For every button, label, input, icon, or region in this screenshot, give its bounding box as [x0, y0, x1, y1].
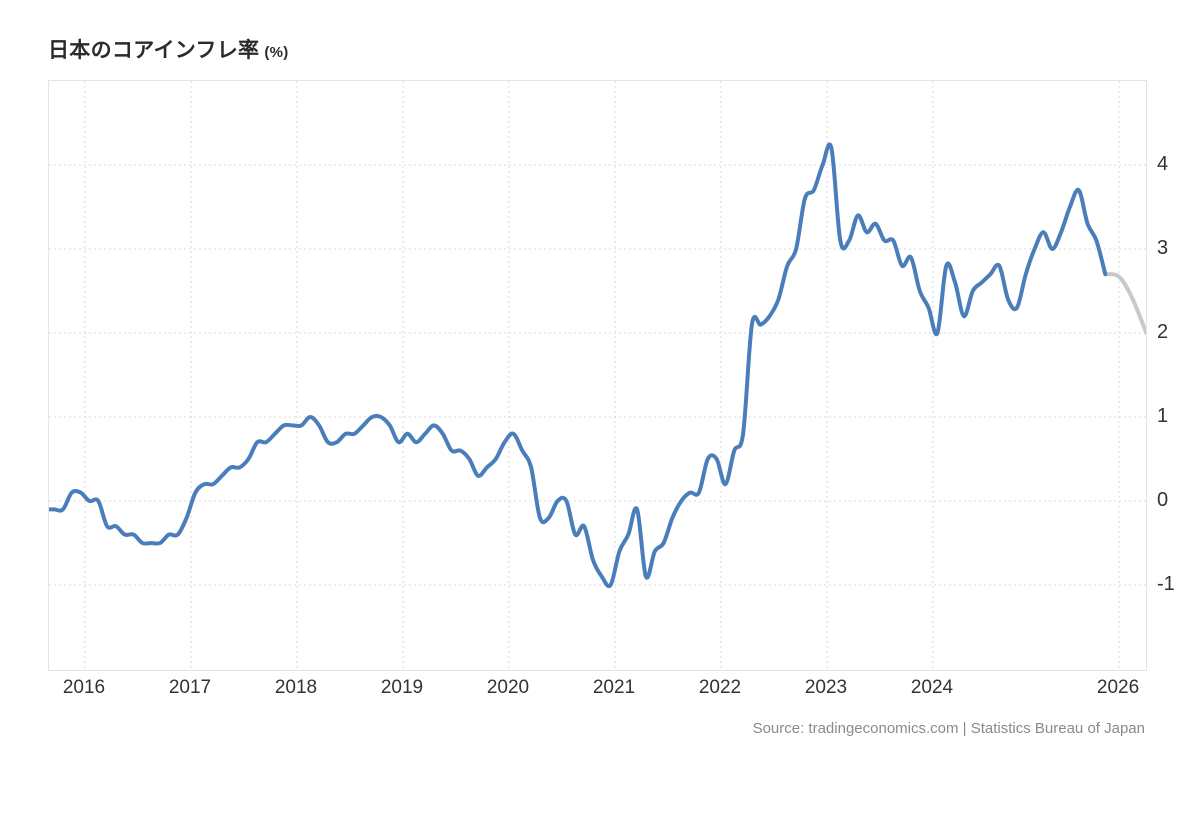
source-attribution: Source: tradingeconomics.com | Statistic…	[752, 720, 1145, 737]
x-axis-tick-label: 2023	[804, 677, 848, 698]
x-axis-tick-label: 2019	[380, 677, 424, 698]
x-axis-tick-label: 2022	[698, 677, 742, 698]
x-axis-tick-label: 2016	[62, 677, 106, 698]
x-axis-tick-label: 2020	[486, 677, 530, 698]
plot-area[interactable]	[48, 80, 1147, 671]
chart-title-text: 日本のコアインフレ率	[48, 39, 260, 62]
chart-title: 日本のコアインフレ率 (%)	[48, 34, 289, 64]
y-axis-tick-label: 1	[1157, 405, 1169, 427]
x-axis-tick-label: 2024	[910, 677, 954, 698]
y-axis-tick-label: -1	[1157, 573, 1175, 595]
chart-canvas[interactable]	[49, 81, 1146, 670]
x-axis-tick-label: 2018	[274, 677, 318, 698]
y-axis-tick-label: 0	[1157, 489, 1169, 511]
y-axis-tick-label: 2	[1157, 321, 1169, 343]
series-path-forecast	[1103, 272, 1146, 335]
chart-title-unit: (%)	[264, 44, 289, 61]
x-axis-tick-label: 2017	[168, 677, 212, 698]
y-axis-tick-label: 3	[1157, 237, 1169, 259]
x-axis-tick-label: 2026	[1096, 677, 1140, 698]
y-axis-tick-label: 4	[1157, 153, 1169, 175]
series-path-actual	[49, 142, 1108, 589]
x-axis-tick-label: 2021	[592, 677, 636, 698]
